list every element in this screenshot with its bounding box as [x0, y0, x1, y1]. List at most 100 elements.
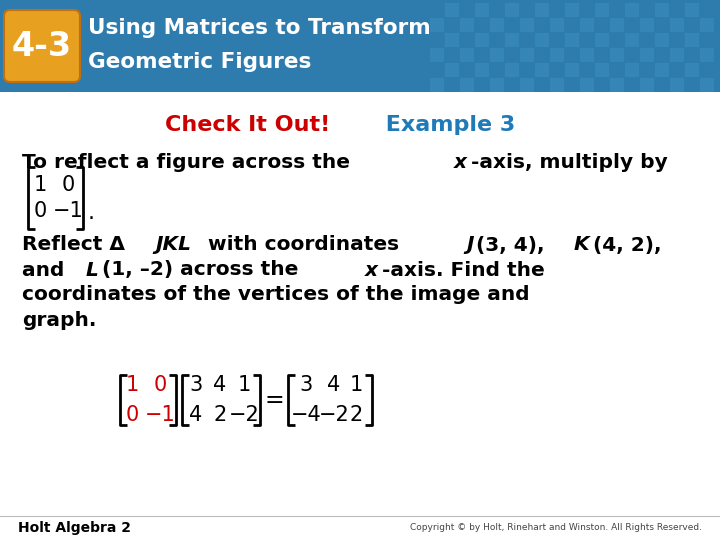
Bar — [475, 78, 489, 92]
Text: Geometric Figures: Geometric Figures — [88, 52, 311, 72]
Bar — [460, 48, 474, 62]
Text: Holt Algebra 2: Holt Algebra 2 — [18, 521, 131, 535]
Bar — [640, 63, 654, 77]
Text: 0: 0 — [153, 375, 166, 395]
Bar — [595, 33, 609, 47]
Bar — [580, 78, 594, 92]
Bar — [520, 3, 534, 17]
Bar — [670, 3, 684, 17]
Bar — [475, 18, 489, 32]
Text: -axis, multiply by: -axis, multiply by — [471, 153, 667, 172]
Bar — [490, 18, 504, 32]
Bar — [685, 3, 699, 17]
Bar — [565, 63, 579, 77]
Bar — [430, 33, 444, 47]
Bar — [700, 48, 714, 62]
Bar — [610, 3, 624, 17]
Text: 2: 2 — [349, 405, 363, 425]
Bar — [655, 48, 669, 62]
Bar — [625, 48, 639, 62]
Bar — [520, 78, 534, 92]
Bar — [0, 0, 720, 92]
Bar — [580, 3, 594, 17]
Bar — [565, 33, 579, 47]
Bar — [490, 63, 504, 77]
Bar — [490, 33, 504, 47]
Bar — [505, 33, 519, 47]
Bar — [550, 3, 564, 17]
Text: JKL: JKL — [155, 235, 191, 254]
Bar — [580, 33, 594, 47]
Bar — [685, 33, 699, 47]
Bar — [445, 33, 459, 47]
Bar — [580, 18, 594, 32]
Bar — [595, 63, 609, 77]
Bar — [460, 78, 474, 92]
Bar — [595, 48, 609, 62]
Text: 1: 1 — [238, 375, 251, 395]
Text: 1: 1 — [349, 375, 363, 395]
Bar — [610, 33, 624, 47]
Bar — [670, 33, 684, 47]
Bar — [625, 78, 639, 92]
Bar — [505, 48, 519, 62]
Bar — [535, 48, 549, 62]
Bar — [580, 63, 594, 77]
Bar — [460, 18, 474, 32]
Bar — [595, 78, 609, 92]
Bar — [565, 3, 579, 17]
Bar — [670, 18, 684, 32]
Text: .: . — [88, 203, 95, 223]
Bar — [685, 48, 699, 62]
Bar — [445, 78, 459, 92]
Bar — [535, 18, 549, 32]
Bar — [700, 33, 714, 47]
Text: −2: −2 — [319, 405, 349, 425]
Text: Reflect Δ: Reflect Δ — [22, 235, 125, 254]
Bar — [670, 78, 684, 92]
FancyBboxPatch shape — [4, 10, 80, 82]
Text: K: K — [573, 235, 589, 254]
Text: x: x — [365, 260, 378, 280]
Bar — [535, 63, 549, 77]
Text: 3: 3 — [300, 375, 312, 395]
Bar — [535, 78, 549, 92]
Bar — [700, 63, 714, 77]
Text: 0: 0 — [61, 175, 75, 195]
Text: 0: 0 — [125, 405, 139, 425]
Bar — [535, 3, 549, 17]
Bar — [670, 63, 684, 77]
Bar — [610, 78, 624, 92]
Text: (4, 2),: (4, 2), — [593, 235, 662, 254]
Bar — [640, 48, 654, 62]
Bar — [430, 3, 444, 17]
Bar — [625, 3, 639, 17]
Text: −1: −1 — [53, 201, 84, 221]
Text: -axis. Find the: -axis. Find the — [382, 260, 544, 280]
Bar — [535, 33, 549, 47]
Bar — [520, 63, 534, 77]
Bar — [475, 3, 489, 17]
Bar — [550, 78, 564, 92]
Bar — [445, 18, 459, 32]
Text: 0: 0 — [33, 201, 47, 221]
Text: graph.: graph. — [22, 310, 96, 329]
Text: Example 3: Example 3 — [378, 115, 516, 135]
Bar — [655, 33, 669, 47]
Text: 1: 1 — [125, 375, 139, 395]
Bar — [700, 78, 714, 92]
Text: 3: 3 — [189, 375, 202, 395]
Bar — [610, 18, 624, 32]
Bar — [670, 48, 684, 62]
Bar — [460, 33, 474, 47]
Text: (3, 4),: (3, 4), — [476, 235, 552, 254]
Bar — [520, 33, 534, 47]
Bar — [700, 3, 714, 17]
Bar — [490, 48, 504, 62]
Bar — [445, 63, 459, 77]
Bar — [505, 63, 519, 77]
Text: −2: −2 — [229, 405, 259, 425]
Text: x: x — [454, 153, 467, 172]
Bar — [430, 63, 444, 77]
Text: (1, –2) across the: (1, –2) across the — [102, 260, 306, 280]
